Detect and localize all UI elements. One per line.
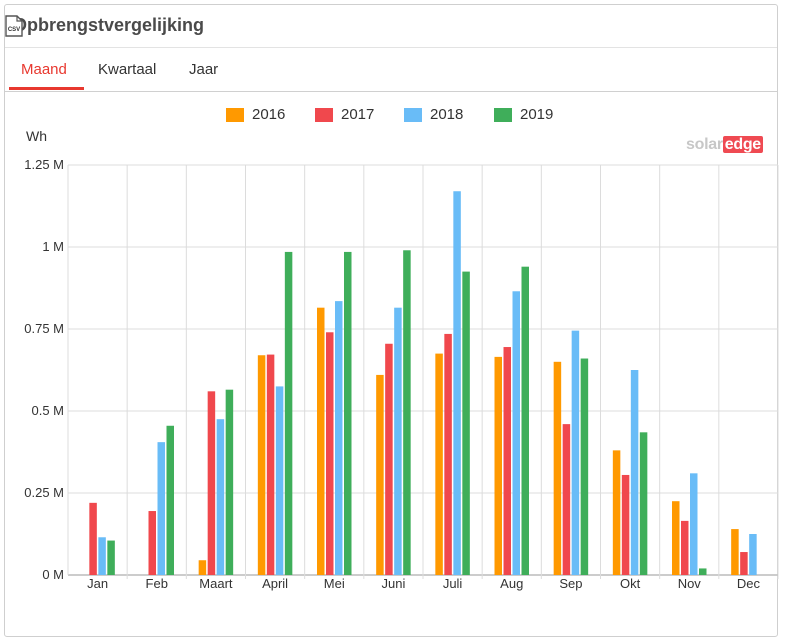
- bar-2017-dec: [740, 552, 748, 575]
- bar-2018-april: [275, 386, 284, 575]
- bar-2019-feb: [166, 425, 174, 575]
- bar-2019-juli: [462, 271, 470, 575]
- y-tick-label: 0.25 M: [24, 485, 64, 500]
- bar-2018-aug: [512, 291, 520, 575]
- x-tick-label: Mei: [324, 576, 345, 591]
- solaredge-logo: solar edge: [686, 136, 763, 153]
- bar-2019-aug: [521, 266, 529, 575]
- bar-2019-maart: [225, 389, 234, 575]
- bar-2016-juli: [435, 353, 443, 575]
- bar-2016-aug: [494, 356, 502, 575]
- bar-2017-juni: [385, 343, 393, 575]
- legend-item-2019[interactable]: 2019: [520, 106, 554, 123]
- bar-2018-maart: [216, 419, 225, 575]
- legend-swatch-2019: [494, 108, 512, 122]
- bar-2019-okt: [639, 432, 648, 575]
- legend-item-2017[interactable]: 2017: [341, 106, 375, 123]
- x-tick-label: Aug: [500, 576, 523, 591]
- bar-2019-nov: [699, 568, 707, 575]
- bar-2019-sep: [580, 358, 589, 575]
- bar-2016-sep: [553, 361, 562, 575]
- bar-2017-aug: [503, 347, 511, 575]
- x-tick-label: Jan: [87, 576, 108, 591]
- legend-swatch-2017: [315, 108, 333, 122]
- bar-2018-jan: [98, 537, 106, 575]
- bar-2018-mei: [335, 301, 343, 575]
- bar-2017-okt: [621, 474, 630, 575]
- bar-2017-mei: [326, 332, 334, 575]
- y-tick-label: 0.5 M: [31, 403, 64, 418]
- legend-swatch-2016: [226, 108, 244, 122]
- bar-2018-okt: [630, 370, 639, 575]
- bar-2017-jan: [89, 502, 97, 575]
- bar-2016-mei: [317, 307, 325, 575]
- x-tick-label: Sep: [559, 576, 582, 591]
- legend-item-2018[interactable]: 2018: [430, 106, 464, 123]
- period-tabs: Maand Kwartaal Jaar: [5, 48, 777, 92]
- bar-2019-april: [284, 251, 293, 576]
- bar-2017-april: [266, 354, 275, 575]
- bar-2018-juli: [453, 191, 461, 576]
- y-tick-label: 0 M: [42, 567, 64, 582]
- x-tick-label: Juli: [443, 576, 463, 591]
- bar-2017-maart: [207, 391, 216, 575]
- x-tick-label: Nov: [678, 576, 702, 591]
- bar-2016-nov: [672, 501, 680, 575]
- bar-2016-juni: [376, 374, 384, 575]
- bar-2016-maart: [198, 560, 207, 575]
- x-tick-label: Juni: [381, 576, 405, 591]
- csv-download-icon[interactable]: CSV: [5, 15, 23, 37]
- bar-2016-dec: [731, 529, 739, 575]
- bar-2019-mei: [344, 251, 352, 576]
- active-tab-indicator: [9, 87, 84, 90]
- legend-swatch-2018: [404, 108, 422, 122]
- bar-2016-okt: [612, 450, 621, 575]
- x-tick-label: Dec: [737, 576, 761, 591]
- y-tick-label: 1.25 M: [24, 157, 64, 172]
- bar-2017-sep: [562, 424, 571, 575]
- bar-2018-dec: [749, 534, 757, 575]
- bar-2018-nov: [690, 473, 698, 575]
- panel-title: Opbrengstvergelijking: [13, 15, 205, 35]
- tab-jaar[interactable]: Jaar: [189, 61, 219, 78]
- bar-2019-juni: [403, 250, 411, 575]
- bar-2018-sep: [571, 330, 580, 575]
- x-tick-label: Maart: [199, 576, 233, 591]
- tab-kwartaal[interactable]: Kwartaal: [98, 61, 157, 78]
- tab-maand[interactable]: Maand: [21, 61, 67, 78]
- x-tick-label: Feb: [146, 576, 168, 591]
- bar-2017-juli: [444, 333, 452, 575]
- bar-2019-jan: [107, 540, 115, 575]
- y-tick-label: 0.75 M: [24, 321, 64, 336]
- x-tick-label: April: [262, 576, 288, 591]
- legend-item-2016[interactable]: 2016: [252, 106, 286, 123]
- panel-header: Opbrengstvergelijking CSV: [5, 5, 777, 48]
- bar-2016-april: [257, 355, 266, 575]
- bar-2018-feb: [157, 442, 165, 575]
- bar-2017-feb: [148, 511, 156, 575]
- x-tick-label: Okt: [620, 576, 641, 591]
- bar-2017-nov: [681, 520, 689, 575]
- bar-2018-juni: [394, 307, 402, 575]
- y-tick-label: 1 M: [42, 239, 64, 254]
- svg-text:CSV: CSV: [8, 27, 20, 33]
- y-axis-unit-label: Wh: [26, 128, 47, 144]
